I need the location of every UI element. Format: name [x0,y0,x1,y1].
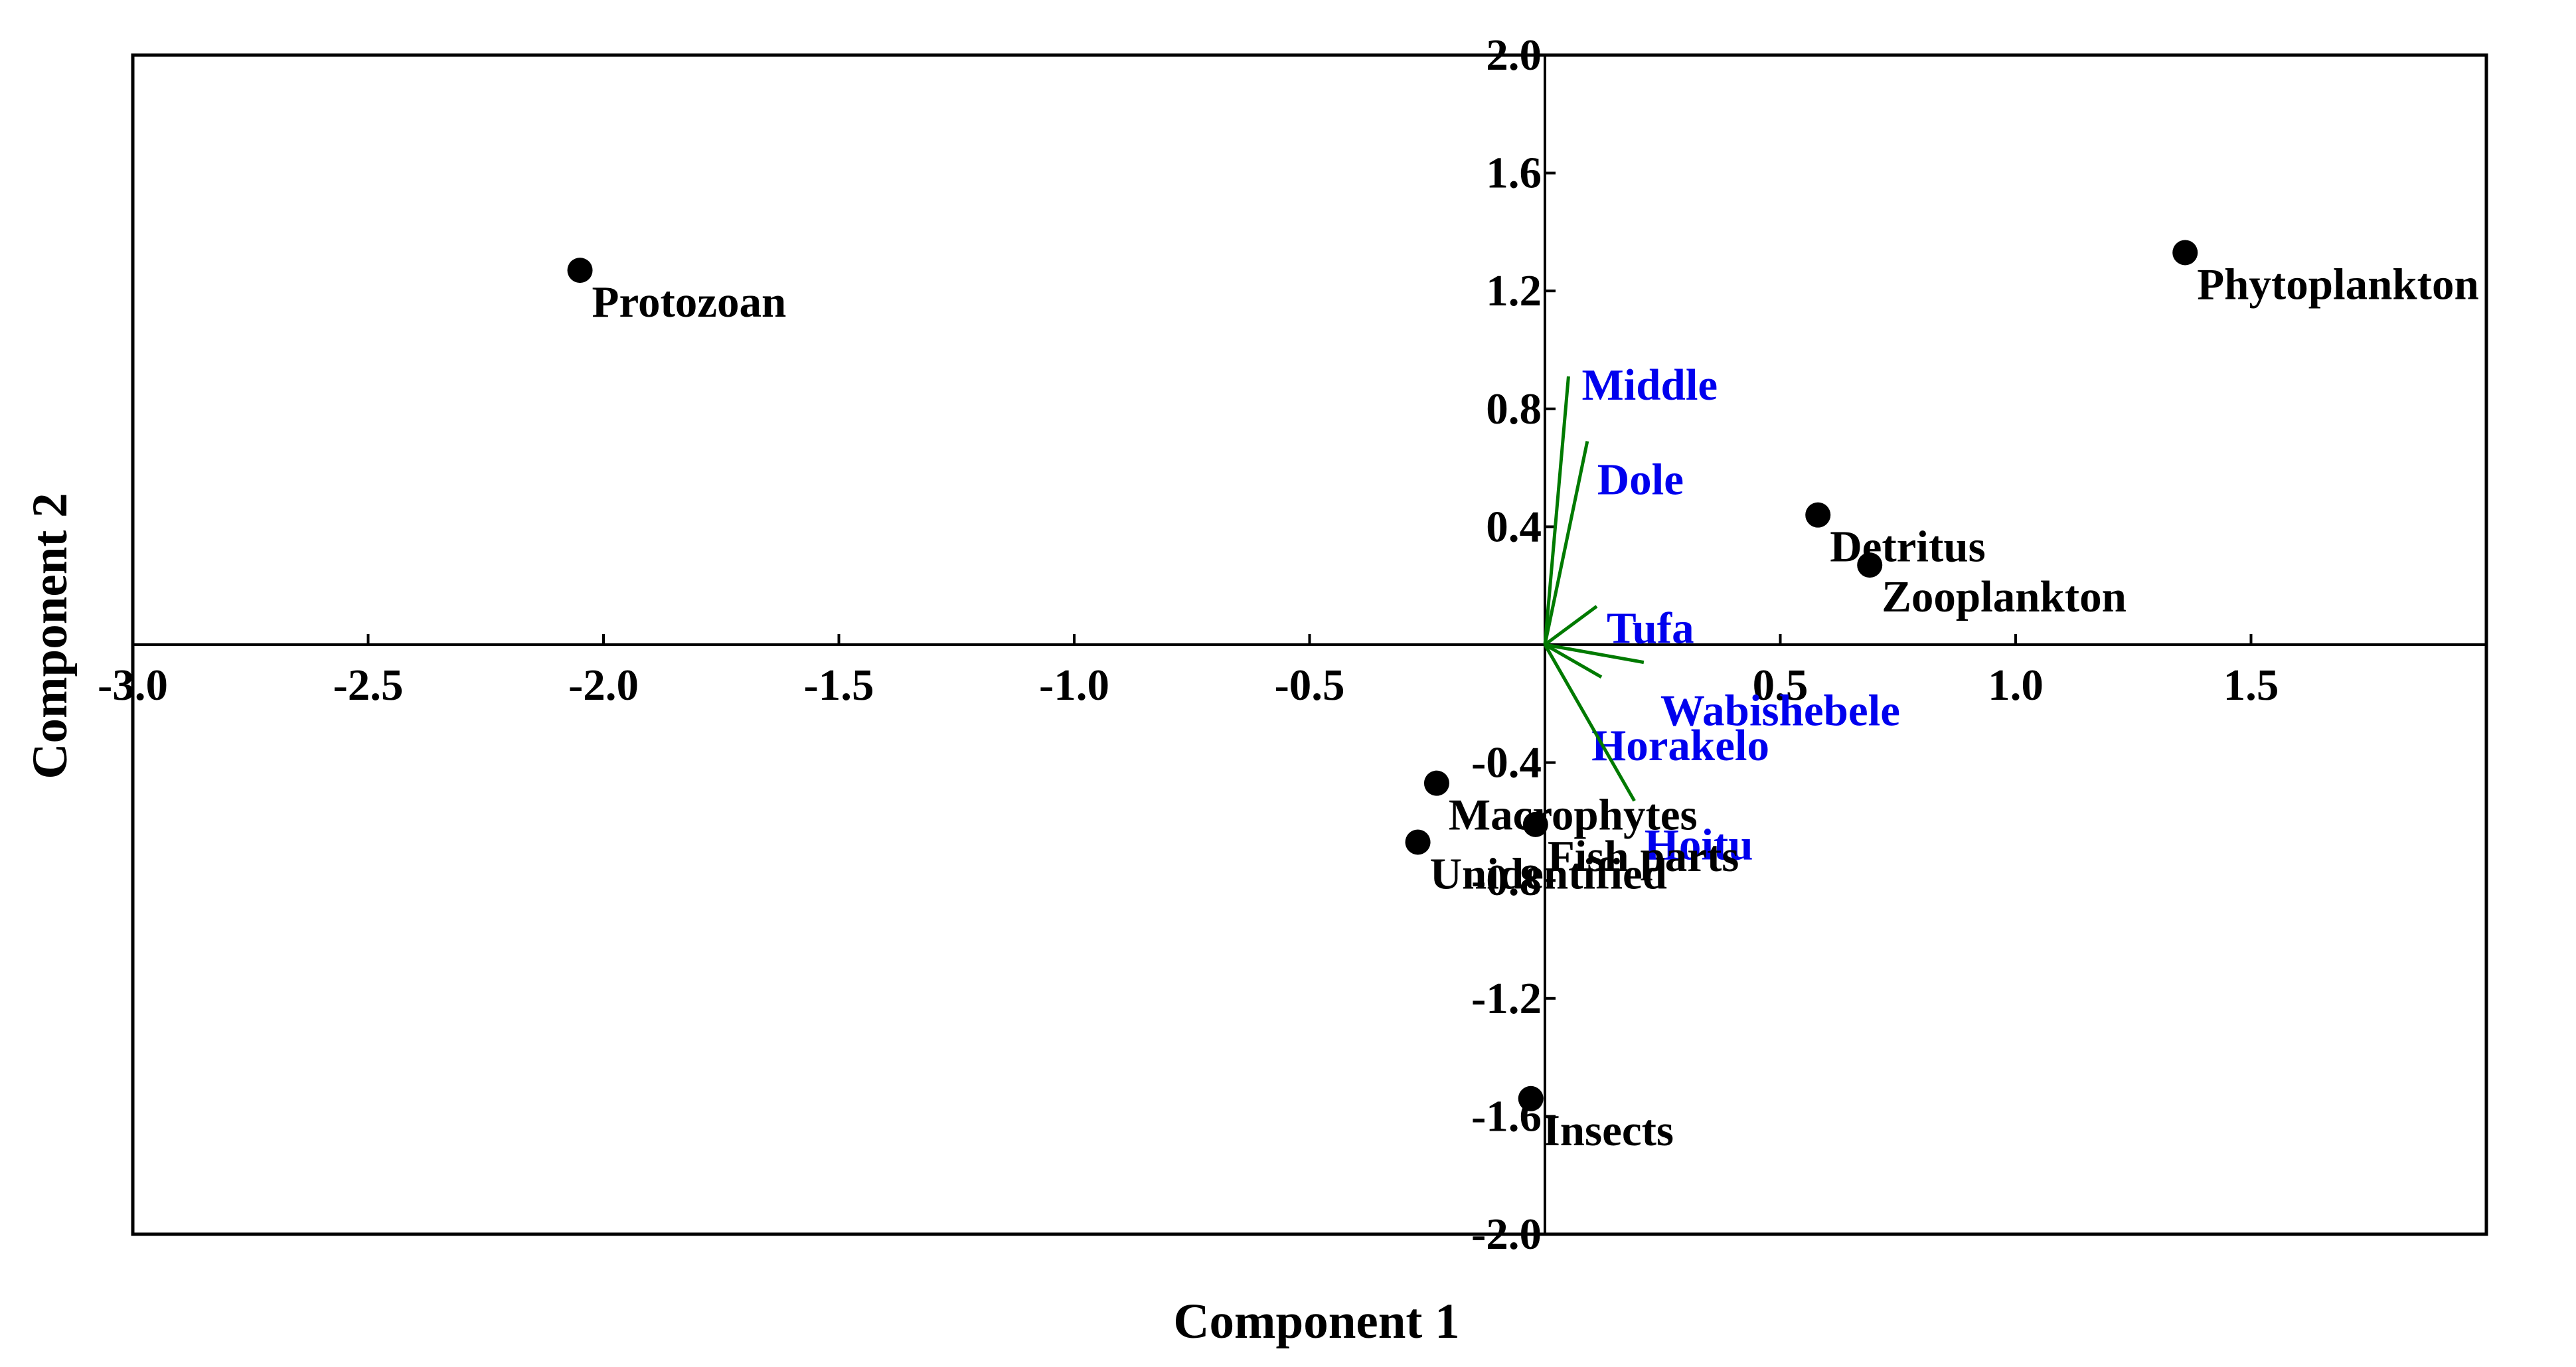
data-point [567,258,593,283]
x-tick-label: -0.5 [1274,661,1344,710]
vector-line [1544,605,1598,647]
y-tick-label: 1.2 [1486,266,1542,315]
axes: -3.0 -2.5 -2.0 -1.5 -1.0 -0.5 0.5 1.0 1.5 2.0 1.6 1… [98,31,2486,1259]
point-label: Zooplankton [1882,572,2127,621]
x-tick-label: 1.5 [2223,661,2279,710]
point-label: Detritus [1830,523,1985,572]
y-tick-label: -2.0 [1471,1210,1542,1259]
vector-line [1543,441,1589,645]
vector-line [1544,643,1603,679]
vector-line [1543,376,1570,645]
x-tick-label: -3.0 [98,661,168,710]
point-label: Insects [1543,1106,1674,1155]
y-tick-label: 2.0 [1486,31,1542,80]
point-label: Unidentified [1430,849,1667,898]
x-tick-label: -1.0 [1039,661,1109,710]
y-tick-label: -0.4 [1471,738,1542,787]
x-axis-title: Component 1 [1173,1294,1459,1349]
score-points: Protozoan Phytoplankton DetritusZooplankto… [567,240,2479,1155]
x-tick-label: 1.0 [1988,661,2044,710]
point-label: Macrophytes [1449,791,1698,840]
point-label: Fish parts [1548,832,1739,881]
data-point [1405,829,1431,855]
point-label: Phytoplankton [2197,260,2478,309]
vector-label: Dole [1597,455,1684,505]
vector-label: Hoitu [1645,820,1753,869]
data-point [1522,811,1548,837]
y-axis-title: Component 2 [23,493,78,779]
y-tick-label: 0.4 [1486,502,1542,551]
point-label: Protozoan [592,278,787,327]
y-tick-label: 0.8 [1486,384,1542,434]
vector-line [1544,643,1645,665]
data-point [1857,552,1883,578]
y-tick-label: 1.6 [1486,149,1542,198]
data-point [1805,502,1831,528]
x-tick-label: -2.5 [333,661,403,710]
data-point [1518,1086,1544,1111]
vector-label: Horakelo [1591,721,1769,770]
y-tick-label: -0.8 [1471,856,1542,905]
x-tick-label: -2.0 [568,661,639,710]
vector-label: Tufa [1607,603,1694,653]
y-tick-label: -1.2 [1471,974,1542,1023]
vector-label: Middle [1581,361,1718,410]
x-tick-label: -1.5 [803,661,874,710]
vector-line [1543,643,1636,802]
x-tick-label: 0.5 [1753,661,1809,710]
data-point [2172,240,2198,266]
data-point [1423,770,1449,796]
vector-label: Wabishebele [1660,686,1900,736]
